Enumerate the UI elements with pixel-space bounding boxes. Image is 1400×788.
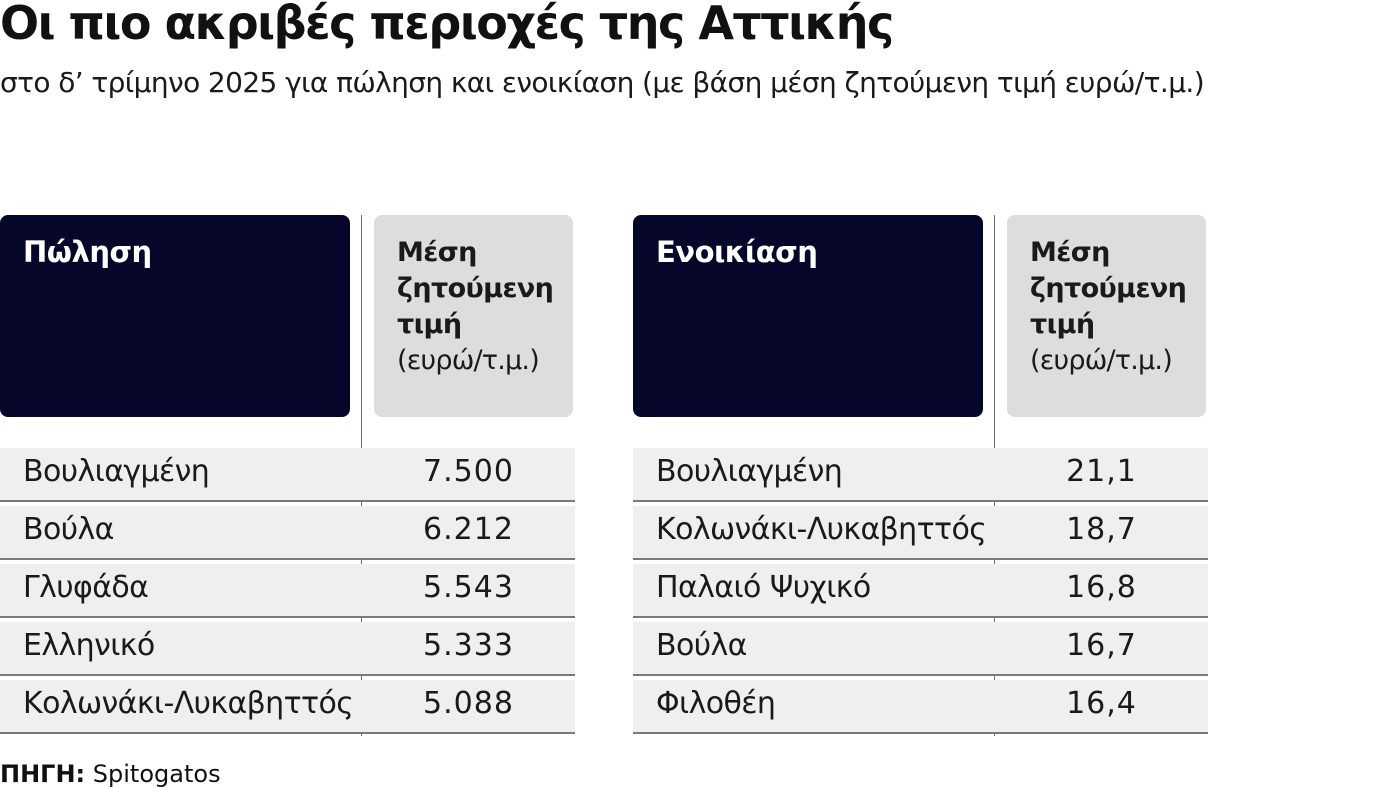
sale-price-header-label: Μέση ζητούμενη τιμή [397,237,554,340]
rent-row-area: Φιλοθέη [656,686,776,721]
rent-row-area: Βουλιαγμένη [656,454,843,489]
rent-rows: Βουλιαγμένη 21,1 Κολωνάκι-Λυκαβηττός 18,… [633,448,1208,738]
rent-row-value: 16,7 [1066,628,1137,663]
source-note: ΠΗΓΗ: Spitogatos [0,760,221,788]
rent-row-area: Βούλα [656,628,747,663]
chart-title: Οι πιο ακριβές περιοχές της Αττικής [0,0,894,50]
rent-row-value: 18,7 [1066,512,1137,547]
table-row: Γλυφάδα 5.543 [0,564,575,618]
rent-row-area: Παλαιό Ψυχικό [656,570,871,605]
sale-row-area: Κολωνάκι-Λυκαβηττός [23,686,354,721]
table-row: Βούλα 16,7 [633,622,1208,676]
table-row: Κολωνάκι-Λυκαβηττός 18,7 [633,506,1208,560]
rent-price-header-unit: (ευρώ/τ.μ.) [1030,345,1173,376]
rent-row-value: 16,4 [1066,686,1137,721]
rent-header: Ενοικίαση [633,215,983,417]
rent-row-area: Κολωνάκι-Λυκαβηττός [656,512,987,547]
table-row: Παλαιό Ψυχικό 16,8 [633,564,1208,618]
sale-rows: Βουλιαγμένη 7.500 Βούλα 6.212 Γλυφάδα 5.… [0,448,575,738]
sale-price-header: Μέση ζητούμενη τιμή (ευρώ/τ.μ.) [374,215,573,417]
table-row: Βούλα 6.212 [0,506,575,560]
sale-row-value: 5.543 [423,570,514,605]
sale-row-area: Βούλα [23,512,114,547]
table-row: Βουλιαγμένη 21,1 [633,448,1208,502]
sale-header: Πώληση [0,215,350,417]
table-row: Φιλοθέη 16,4 [633,680,1208,734]
sale-row-value: 5.088 [423,686,514,721]
rent-row-value: 16,8 [1066,570,1137,605]
sale-row-area: Βουλιαγμένη [23,454,210,489]
sale-row-value: 6.212 [423,512,514,547]
table-row: Βουλιαγμένη 7.500 [0,448,575,502]
sale-row-value: 7.500 [423,454,514,489]
table-row: Ελληνικό 5.333 [0,622,575,676]
table-row: Κολωνάκι-Λυκαβηττός 5.088 [0,680,575,734]
rent-row-value: 21,1 [1066,454,1137,489]
source-label: ΠΗΓΗ: [0,760,86,788]
rent-price-header-label: Μέση ζητούμενη τιμή [1030,237,1187,340]
sale-row-value: 5.333 [423,628,514,663]
sale-row-area: Γλυφάδα [23,570,149,605]
sale-row-area: Ελληνικό [23,628,155,663]
rent-price-header: Μέση ζητούμενη τιμή (ευρώ/τ.μ.) [1007,215,1206,417]
sale-price-header-unit: (ευρώ/τ.μ.) [397,345,540,376]
chart-subtitle: στο δ’ τρίμηνο 2025 για πώληση και ενοικ… [0,66,1205,99]
source-text: Spitogatos [92,760,221,788]
